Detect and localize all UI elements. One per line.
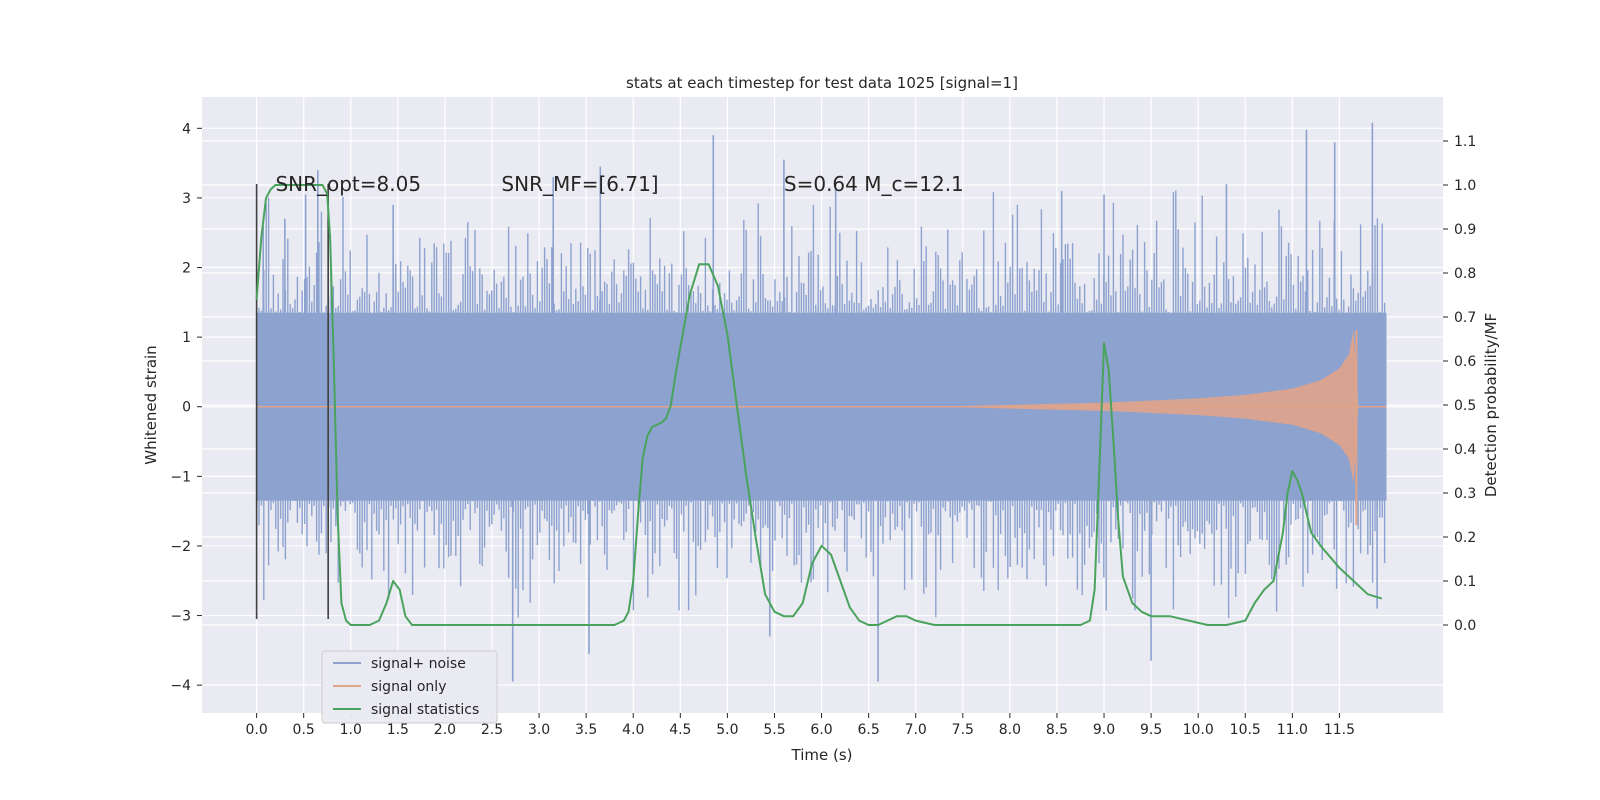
y-tick-label: 0 — [182, 400, 191, 416]
y2-tick-label: 0.6 — [1454, 354, 1476, 370]
x-tick-label: 8.0 — [999, 722, 1021, 738]
x-tick-label: 2.0 — [434, 722, 456, 738]
x-tick-label: 4.5 — [669, 722, 691, 738]
x-axis-title: Time (s) — [791, 746, 853, 764]
annotation-2: S=0.64 M_c=12.1 — [784, 172, 964, 196]
legend-label-signal-statistics: signal statistics — [371, 702, 479, 718]
x-tick-label: 10.0 — [1183, 722, 1214, 738]
x-tick-label: 5.0 — [716, 722, 738, 738]
x-tick-label: 10.5 — [1230, 722, 1261, 738]
y-tick-label: 1 — [182, 330, 191, 346]
legend: signal+ noise signal only signal statist… — [321, 650, 498, 724]
x-tick-label: 7.0 — [905, 722, 927, 738]
y-axis-left: −4 −3 −2 −1 0 1 2 3 4 — [170, 121, 202, 694]
series-signal-statistics — [255, 184, 1383, 626]
x-tick-label: 9.0 — [1093, 722, 1115, 738]
annotations: SNR_opt=8.05 SNR_MF=[6.71] S=0.64 M_c=12.1 — [275, 172, 963, 196]
x-tick-label: 6.0 — [810, 722, 832, 738]
series-signal-only — [256, 330, 1387, 526]
annotation-1: SNR_MF=[6.71] — [501, 172, 658, 196]
x-tick-label: 1.0 — [340, 722, 362, 738]
y-tick-label: −1 — [170, 469, 191, 485]
x-tick-label: 3.0 — [528, 722, 550, 738]
x-tick-label: 6.5 — [858, 722, 880, 738]
x-tick-label: 0.5 — [293, 722, 315, 738]
x-tick-label: 7.5 — [952, 722, 974, 738]
x-tick-label: 8.5 — [1046, 722, 1068, 738]
y2-tick-label: 0.1 — [1454, 574, 1476, 590]
y2-tick-label: 1.0 — [1454, 178, 1476, 194]
y2-tick-label: 0.7 — [1454, 310, 1476, 326]
x-tick-label: 0.0 — [245, 722, 267, 738]
x-axis: 0.0 0.5 1.0 1.5 2.0 2.5 3.0 3.5 4.0 4.5 5.0 5.5 6.0 6… — [245, 713, 1355, 738]
y2-tick-label: 0.2 — [1454, 530, 1476, 546]
legend-label-signal-only: signal only — [371, 679, 446, 695]
y2-tick-label: 0.0 — [1454, 618, 1476, 634]
y2-tick-label: 1.1 — [1454, 134, 1476, 150]
y-tick-label: −2 — [170, 539, 191, 555]
x-tick-label: 11.0 — [1277, 722, 1308, 738]
window-markers — [255, 184, 329, 620]
y-tick-label: −4 — [170, 678, 191, 694]
annotation-0: SNR_opt=8.05 — [275, 172, 421, 196]
y-tick-label: 4 — [182, 121, 191, 137]
chart-title: stats at each timestep for test data 102… — [626, 74, 1018, 92]
legend-box — [321, 650, 498, 724]
y-axis-right: 0.0 0.1 0.2 0.3 0.4 0.5 0.6 0.7 0.8 0.9 1.0 1.1 — [1443, 134, 1476, 634]
x-tick-label: 1.5 — [387, 722, 409, 738]
x-tick-label: 3.5 — [575, 722, 597, 738]
x-tick-label: 4.0 — [622, 722, 644, 738]
y-tick-label: −3 — [170, 609, 191, 625]
y2-tick-label: 0.5 — [1454, 398, 1476, 414]
y2-axis-title: Detection probability/MF — [1482, 313, 1500, 497]
y2-tick-label: 0.9 — [1454, 222, 1476, 238]
x-tick-label: 5.5 — [763, 722, 785, 738]
y-tick-label: 2 — [182, 261, 191, 277]
y-tick-label: 3 — [182, 191, 191, 207]
y2-tick-label: 0.4 — [1454, 442, 1476, 458]
x-tick-label: 9.5 — [1140, 722, 1162, 738]
x-tick-label: 2.5 — [481, 722, 503, 738]
x-tick-label: 11.5 — [1324, 722, 1355, 738]
y-axis-title: Whitened strain — [142, 345, 160, 464]
statistics-line — [255, 184, 1383, 626]
y2-tick-label: 0.3 — [1454, 486, 1476, 502]
legend-label-signal-noise: signal+ noise — [371, 656, 466, 672]
y2-tick-label: 0.8 — [1454, 266, 1476, 282]
